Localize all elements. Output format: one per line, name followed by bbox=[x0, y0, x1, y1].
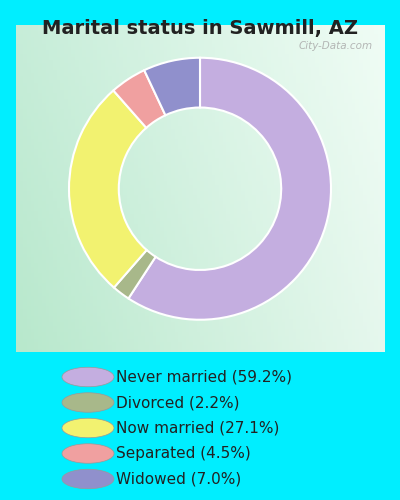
Wedge shape bbox=[128, 58, 331, 320]
Wedge shape bbox=[113, 70, 166, 128]
Wedge shape bbox=[144, 58, 200, 116]
Wedge shape bbox=[69, 90, 147, 288]
Text: Separated (4.5%): Separated (4.5%) bbox=[116, 446, 251, 461]
Text: Now married (27.1%): Now married (27.1%) bbox=[116, 420, 279, 436]
Text: Widowed (7.0%): Widowed (7.0%) bbox=[116, 472, 241, 486]
Wedge shape bbox=[114, 250, 156, 298]
Text: Never married (59.2%): Never married (59.2%) bbox=[116, 370, 292, 384]
Text: Marital status in Sawmill, AZ: Marital status in Sawmill, AZ bbox=[42, 19, 358, 38]
Circle shape bbox=[62, 393, 114, 412]
Circle shape bbox=[62, 444, 114, 463]
Circle shape bbox=[62, 367, 114, 387]
Text: City-Data.com: City-Data.com bbox=[299, 42, 373, 51]
Text: Divorced (2.2%): Divorced (2.2%) bbox=[116, 395, 240, 410]
Circle shape bbox=[62, 418, 114, 438]
Circle shape bbox=[62, 469, 114, 489]
